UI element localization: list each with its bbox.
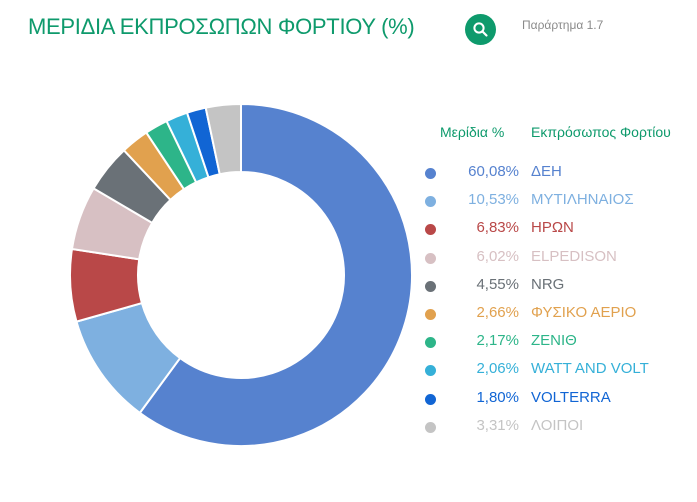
legend-value: 4,55% xyxy=(476,275,519,293)
legend-label: ΦΥΣΙΚΟ ΑΕΡΙΟ xyxy=(531,303,637,321)
legend-label: ΜΥΤΙΛΗΝΑΙΟΣ xyxy=(531,191,634,209)
legend-dot xyxy=(425,308,436,320)
legend-label: WATT AND VOLT xyxy=(531,360,649,378)
legend-label: VOLTERRA xyxy=(531,388,611,406)
legend-header-share: Μερίδια % xyxy=(440,124,505,140)
slice-λοιποι[interactable] xyxy=(204,102,242,176)
legend-item[interactable]: 6,02% ELPEDISON xyxy=(420,245,697,273)
legend-dot xyxy=(425,337,436,349)
legend-item[interactable]: 6,83% ΗΡΩΝ xyxy=(420,216,697,244)
legend-value: 10,53% xyxy=(468,191,519,209)
legend-dot xyxy=(425,196,436,208)
legend-value: 1,80% xyxy=(476,388,519,406)
annex-label: Παράρτημα 1.7 xyxy=(522,18,604,32)
legend-label: ΔΕΗ xyxy=(531,163,562,180)
legend-dot xyxy=(425,421,436,433)
legend-value: 2,06% xyxy=(476,360,519,378)
slice-δεη[interactable] xyxy=(138,102,413,447)
legend-item[interactable]: 2,17% ΖΕΝΙΘ xyxy=(420,329,697,357)
legend-item[interactable]: 3,31% ΛΟΙΠΟΙ xyxy=(420,414,697,442)
search-button[interactable] xyxy=(465,14,496,45)
legend-dot xyxy=(425,224,436,236)
legend-item[interactable]: 2,66% ΦΥΣΙΚΟ ΑΕΡΙΟ xyxy=(420,301,697,329)
legend-header-representative: Εκπρόσωπος Φορτίου xyxy=(531,124,671,140)
legend-item[interactable]: 60,08% ΔΕΗ xyxy=(420,160,697,188)
legend-dot xyxy=(425,365,436,377)
page-title: ΜΕΡΙΔΙΑ ΕΚΠΡΟΣΩΠΩΝ ΦΟΡΤΙΟΥ (%) xyxy=(28,14,415,39)
legend-label: ΗΡΩΝ xyxy=(531,219,574,237)
legend-item[interactable]: 1,80% VOLTERRA xyxy=(420,386,697,414)
search-icon xyxy=(473,22,488,37)
legend-item[interactable]: 10,53% ΜΥΤΙΛΗΝΑΙΟΣ xyxy=(420,188,697,216)
legend-item[interactable]: 4,55% NRG xyxy=(420,273,697,301)
legend-value: 2,66% xyxy=(476,303,519,321)
legend-label: ΛΟΙΠΟΙ xyxy=(531,416,584,434)
legend-dot xyxy=(425,393,436,405)
chart-legend: 60,08% ΔΕΗ 10,53% ΜΥΤΙΛΗΝΑΙΟΣ 6,83% ΗΡΩΝ 6,02%… xyxy=(420,160,697,442)
legend-dot xyxy=(425,168,436,179)
legend-dot xyxy=(425,252,436,264)
legend-value: 2,17% xyxy=(476,332,519,350)
legend-label: NRG xyxy=(531,275,565,293)
legend-label: ELPEDISON xyxy=(531,247,617,265)
legend-value: 60,08% xyxy=(468,163,519,180)
legend-value: 6,83% xyxy=(476,219,519,237)
legend-item[interactable]: 2,06% WATT AND VOLT xyxy=(420,357,697,385)
legend-label: ΖΕΝΙΘ xyxy=(531,332,577,350)
legend-value: 3,31% xyxy=(476,416,519,434)
legend-value: 6,02% xyxy=(476,247,519,265)
legend-dot xyxy=(425,280,436,292)
